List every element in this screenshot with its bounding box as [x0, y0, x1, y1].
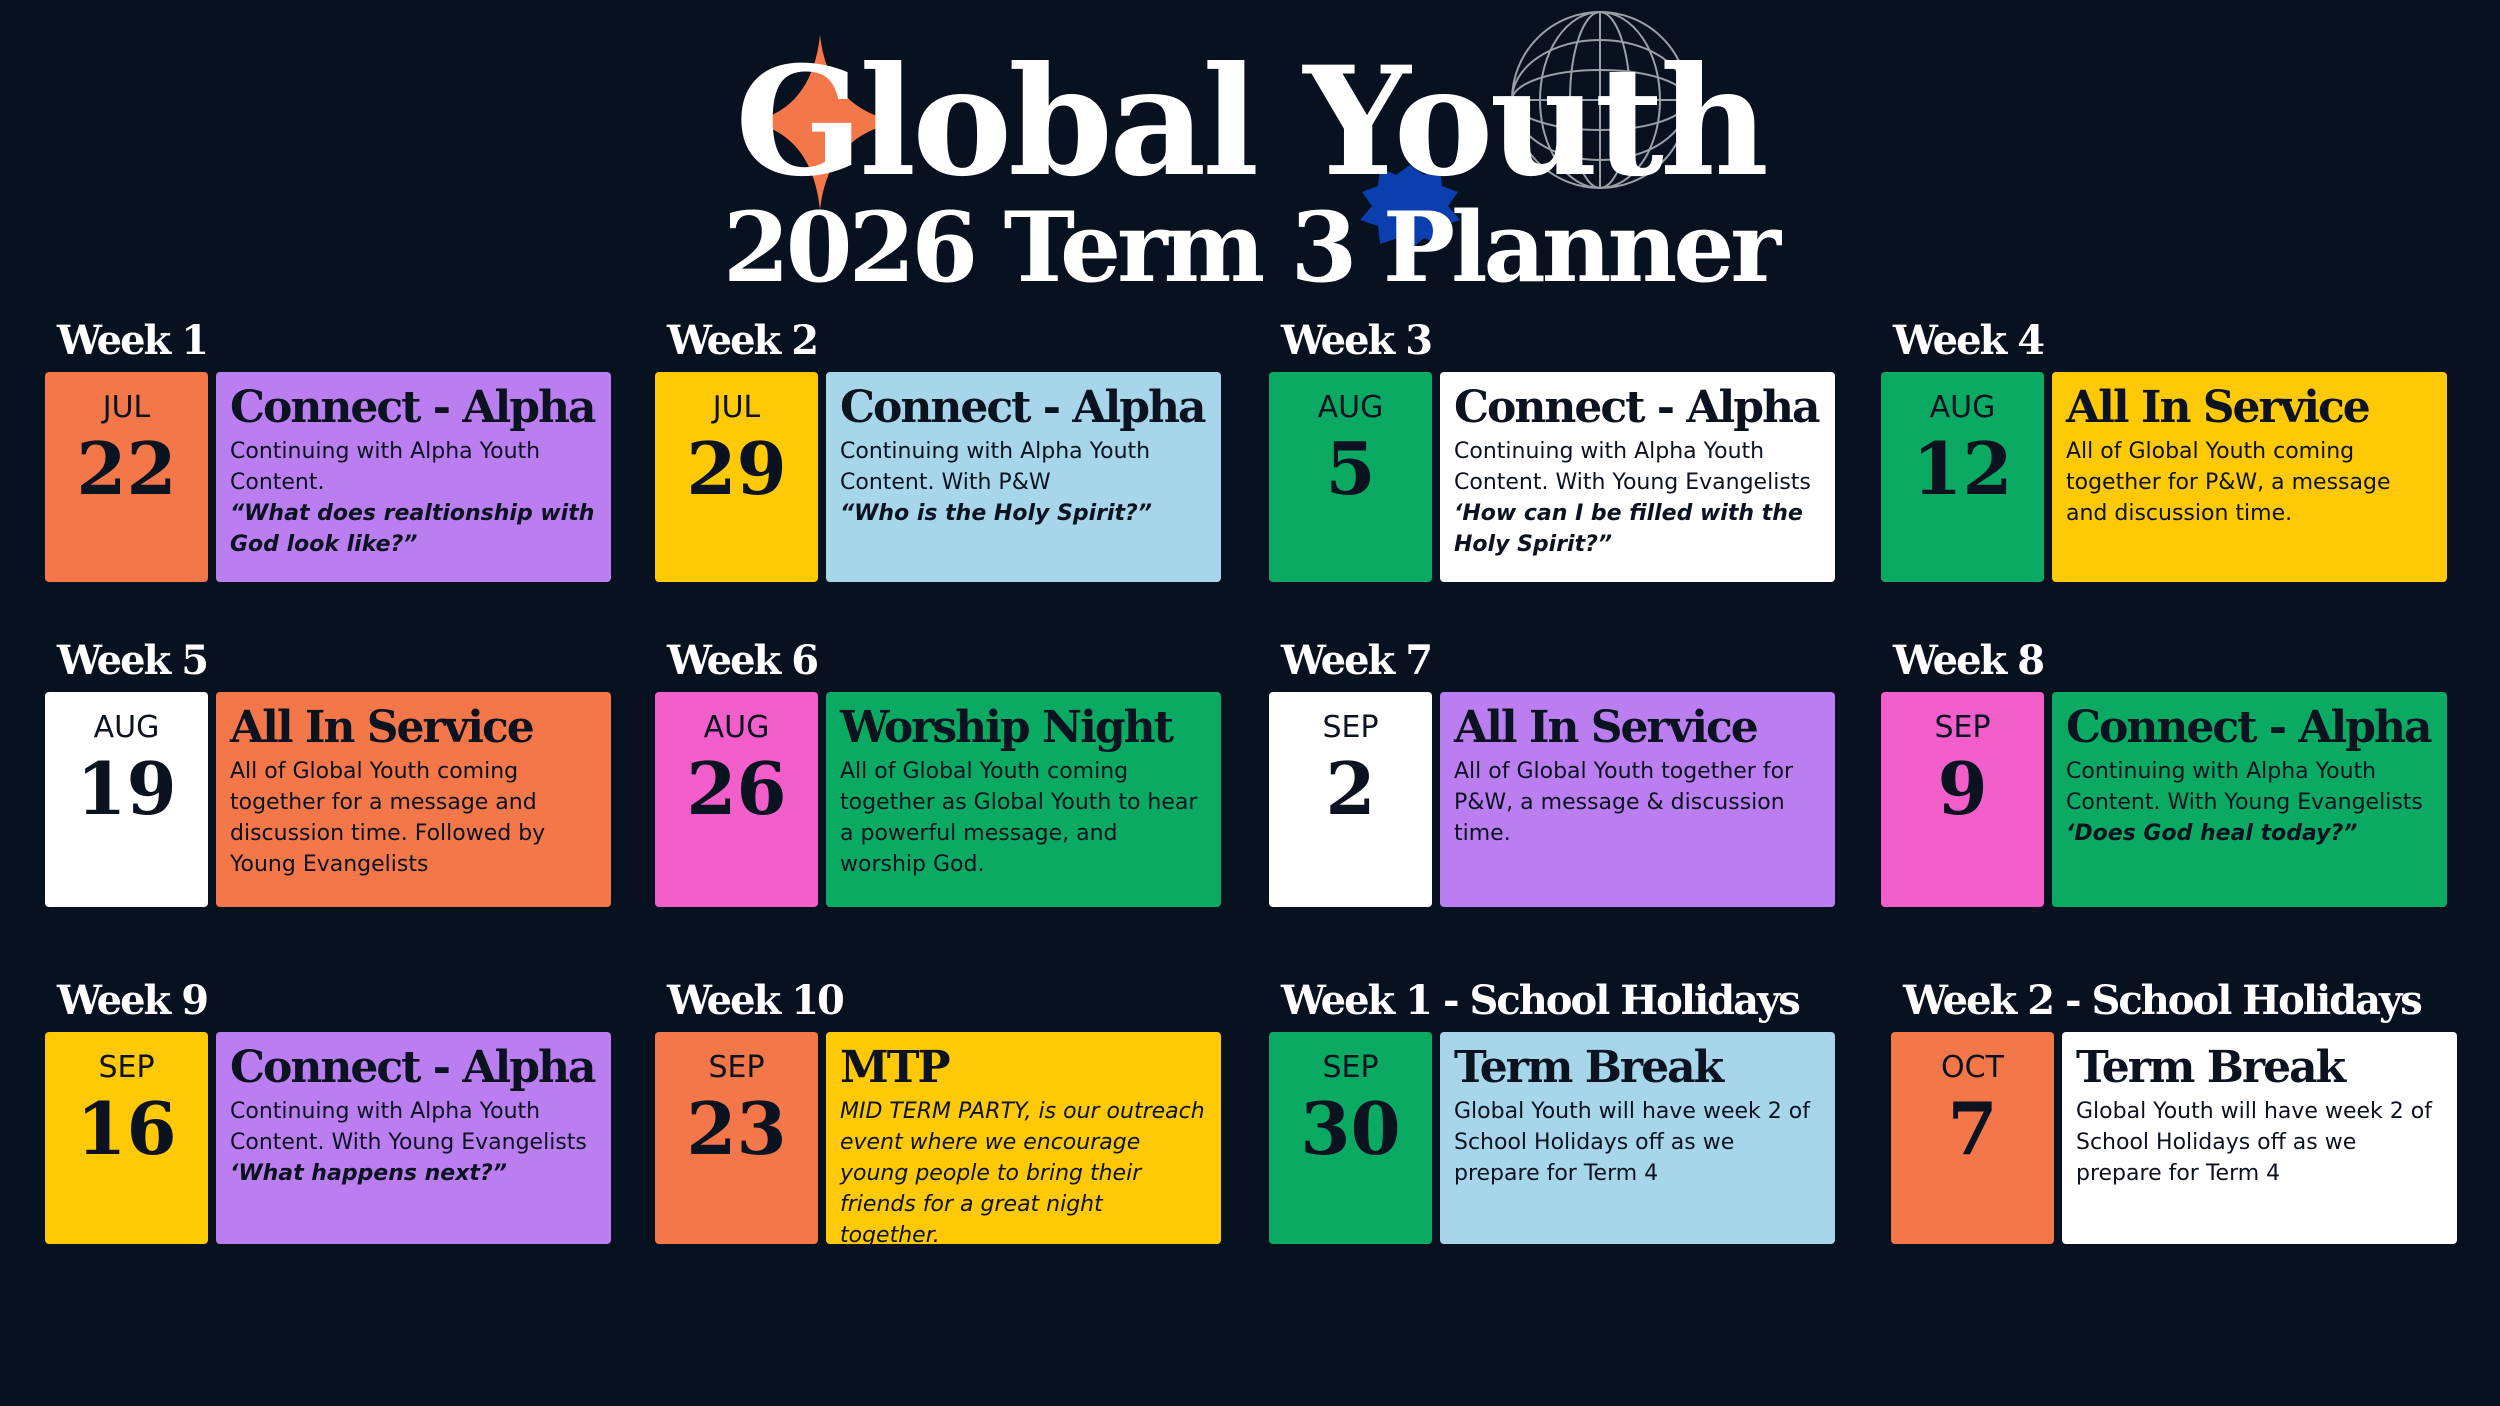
- title: Global Youth: [735, 34, 1769, 210]
- event-heading: All In Service: [230, 702, 535, 753]
- event-card: Connect - Alpha Continuing with Alpha You…: [216, 372, 611, 582]
- event-card: Connect - Alpha Continuing with Alpha You…: [826, 372, 1221, 582]
- day: 30: [1300, 1086, 1401, 1171]
- date-box: SEP 2: [1269, 692, 1432, 907]
- event-card: Connect - Alpha Continuing with Alpha You…: [1440, 372, 1835, 582]
- event-quote: “Who is the Holy Spirit?”: [840, 501, 1152, 527]
- event-quote: ‘How can I be filled with the Holy Spiri…: [1454, 501, 1803, 558]
- event-heading: Connect - Alpha: [230, 382, 596, 433]
- date-box: SEP 30: [1269, 1032, 1432, 1244]
- event-card: All In Service All of Global Youth coming…: [2052, 372, 2447, 582]
- event-body: All of Global Youth coming together for …: [2066, 439, 2391, 527]
- date-box: AUG 19: [45, 692, 208, 907]
- date-box: AUG 26: [655, 692, 818, 907]
- event-body: Continuing with Alpha Youth Content.: [230, 439, 541, 496]
- month: AUG: [93, 710, 160, 745]
- event-body: All of Global Youth coming together for …: [230, 759, 546, 878]
- month: SEP: [1322, 710, 1379, 745]
- burst: [1360, 165, 1460, 250]
- date-box: AUG 5: [1269, 372, 1432, 582]
- day: 23: [686, 1086, 787, 1171]
- globe: [1511, 11, 1689, 189]
- event-card: Connect - Alpha Continuing with Alpha You…: [216, 1032, 611, 1244]
- week-label: Week 2 - School Holidays: [1903, 977, 2423, 1024]
- day: 22: [76, 426, 177, 511]
- date-box: OCT 7: [1891, 1032, 2054, 1244]
- date-box: JUL 29: [655, 372, 818, 582]
- day: 2: [1325, 746, 1376, 831]
- event-card: Term Break Global Youth will have week 2 …: [1440, 1032, 1835, 1244]
- event-card: All In Service All of Global Youth coming…: [216, 692, 611, 907]
- event-heading: Connect - Alpha: [230, 1042, 596, 1093]
- event-body: All of Global Youth together for P&W, a …: [1454, 759, 1794, 847]
- event-heading: Connect - Alpha: [2066, 702, 2432, 753]
- month: OCT: [1941, 1050, 2004, 1085]
- date-box: JUL 22: [45, 372, 208, 582]
- event-body: Continuing with Alpha Youth Content. Wit…: [840, 439, 1151, 496]
- event-body: MID TERM PARTY, is our outreach event wh…: [840, 1099, 1205, 1249]
- day: 5: [1325, 426, 1376, 511]
- month: AUG: [1317, 390, 1384, 425]
- event-heading: MTP: [840, 1042, 951, 1093]
- date-box: SEP 9: [1881, 692, 2044, 907]
- week-label: Week 4: [1893, 317, 2045, 364]
- month: SEP: [98, 1050, 155, 1085]
- event-body: Global Youth will have week 2 of School …: [1454, 1099, 1810, 1187]
- month: AUG: [703, 710, 770, 745]
- event-quote: ‘Does God heal today?”: [2066, 821, 2358, 847]
- decorations: [750, 11, 1689, 250]
- event-quote: “What does realtionship with God look li…: [230, 501, 595, 558]
- week-label: Week 3: [1281, 317, 1433, 364]
- day: 26: [686, 746, 787, 831]
- event-body: Global Youth will have week 2 of School …: [2076, 1099, 2432, 1187]
- event-heading: Term Break: [2076, 1042, 2346, 1093]
- week-label: Week 8: [1893, 637, 2045, 684]
- event-heading: Connect - Alpha: [840, 382, 1206, 433]
- day: 12: [1912, 426, 2013, 511]
- week-label: Week 1: [57, 317, 209, 364]
- month: SEP: [708, 1050, 765, 1085]
- date-box: SEP 16: [45, 1032, 208, 1244]
- star: [750, 35, 900, 210]
- week-label: Week 6: [667, 637, 819, 684]
- month: SEP: [1934, 710, 1991, 745]
- day: 7: [1947, 1086, 1998, 1171]
- date-box: AUG 12: [1881, 372, 2044, 582]
- week-label: Week 9: [57, 977, 209, 1024]
- day: 9: [1937, 746, 1988, 831]
- event-card: Worship Night All of Global Youth coming …: [826, 692, 1221, 907]
- week-label: Week 7: [1281, 637, 1433, 684]
- event-heading: Connect - Alpha: [1454, 382, 1820, 433]
- event-heading: Term Break: [1454, 1042, 1724, 1093]
- event-body: Continuing with Alpha Youth Content. Wit…: [230, 1099, 587, 1156]
- event-card: Connect - Alpha Continuing with Alpha You…: [2052, 692, 2447, 907]
- event-body: Continuing with Alpha Youth Content. Wit…: [1454, 439, 1811, 496]
- month: SEP: [1322, 1050, 1379, 1085]
- event-heading: All In Service: [2066, 382, 2371, 433]
- date-box: SEP 23: [655, 1032, 818, 1244]
- event-card: Term Break Global Youth will have week 2 …: [2062, 1032, 2457, 1244]
- month: AUG: [1929, 390, 1996, 425]
- day: 29: [686, 426, 787, 511]
- event-heading: All In Service: [1454, 702, 1759, 753]
- month: JUL: [712, 390, 761, 425]
- event-card: All In Service All of Global Youth togeth…: [1440, 692, 1835, 907]
- month: JUL: [102, 390, 151, 425]
- day: 19: [76, 746, 177, 831]
- week-label: Week 2: [667, 317, 819, 364]
- event-quote: ‘What happens next?”: [230, 1161, 507, 1187]
- day: 16: [76, 1086, 177, 1171]
- event-body: All of Global Youth coming together as G…: [840, 759, 1198, 878]
- event-body: Continuing with Alpha Youth Content. Wit…: [2066, 759, 2423, 816]
- subtitle: 2026 Term 3 Planner: [722, 191, 1781, 304]
- week-label: Week 10: [667, 977, 845, 1024]
- event-card: MTP MID TERM PARTY, is our outreach event…: [826, 1032, 1221, 1248]
- week-label: Week 5: [57, 637, 209, 684]
- week-label: Week 1 - School Holidays: [1281, 977, 1801, 1024]
- event-heading: Worship Night: [840, 702, 1174, 753]
